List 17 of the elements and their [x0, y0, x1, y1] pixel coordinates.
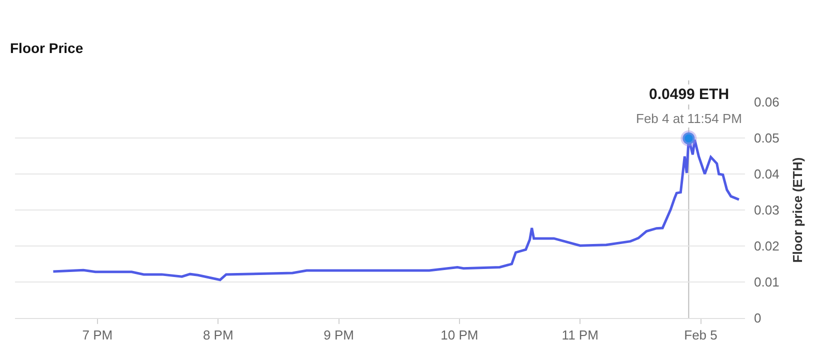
- x-tick-label: 8 PM: [202, 328, 234, 343]
- y-tick-label: 0: [754, 310, 762, 326]
- y-tick-label: 0.02: [754, 238, 780, 254]
- y-axis-title: Floor price (ETH): [790, 157, 805, 263]
- y-tick-label: 0.06: [754, 94, 780, 110]
- y-tick-label: 0.05: [754, 130, 780, 146]
- x-tick-label: 10 PM: [440, 328, 478, 343]
- y-tick-label: 0.04: [754, 166, 780, 182]
- y-tick-label: 0.03: [754, 202, 780, 218]
- annotation: Feb 4 at 11:54 PM: [636, 111, 742, 126]
- y-tick-label: 0.01: [754, 274, 780, 290]
- x-tick-label: Feb 5: [684, 328, 718, 343]
- x-tick-label: 9 PM: [324, 328, 354, 343]
- chart-title: Floor Price: [10, 40, 84, 56]
- annotation: 0.0499 ETH: [649, 86, 730, 103]
- x-tick-label: 7 PM: [82, 328, 113, 343]
- x-tick-label: 11 PM: [562, 328, 598, 343]
